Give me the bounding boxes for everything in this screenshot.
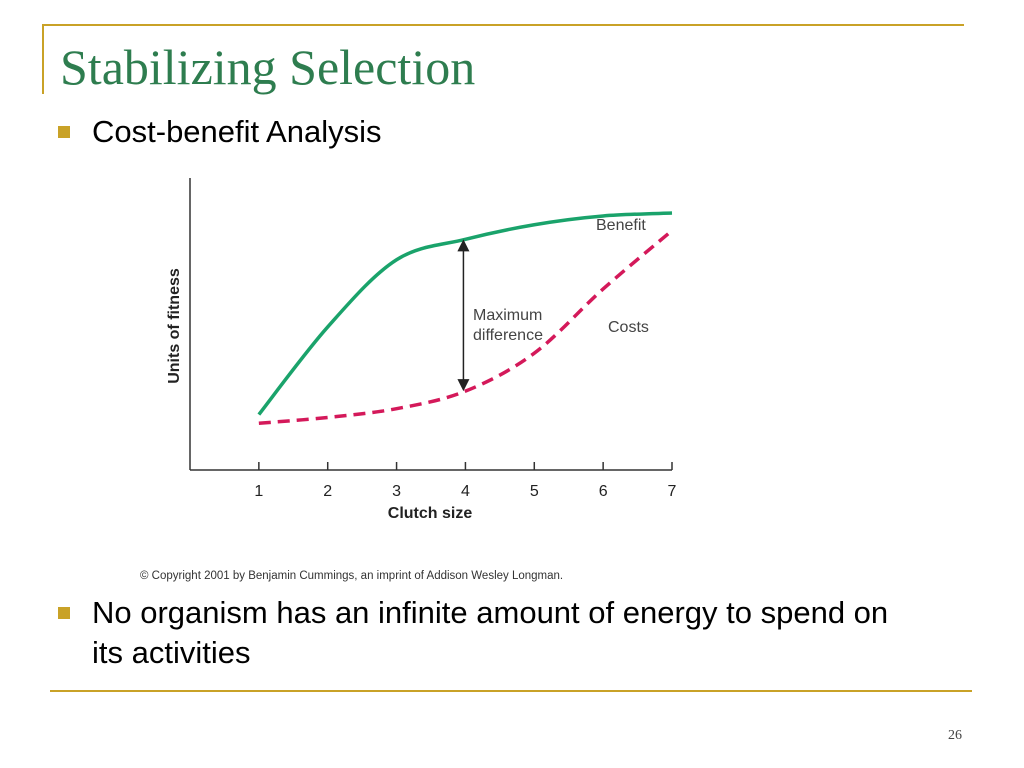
bullet-square-icon [58, 607, 70, 619]
page-number: 26 [948, 728, 962, 743]
frame-left-border [42, 24, 44, 94]
x-axis-label: Clutch size [388, 505, 473, 522]
x-tick-label: 6 [599, 483, 608, 500]
frame-top-border [42, 24, 964, 26]
x-tick-label: 7 [668, 483, 677, 500]
copyright-text: © Copyright 2001 by Benjamin Cummings, a… [140, 570, 563, 582]
x-ticks [258, 462, 673, 470]
footer-rule [50, 690, 972, 692]
x-tick-labels: 1 2 3 4 5 6 7 [254, 483, 676, 500]
bullet-item: No organism has an infinite amount of en… [58, 593, 908, 674]
bullet-item: Cost-benefit Analysis [58, 112, 908, 152]
benefit-series-label: Benefit [596, 217, 646, 234]
bullet-text: No organism has an infinite amount of en… [92, 595, 889, 671]
x-tick-label: 4 [461, 483, 470, 500]
x-tick-label: 2 [323, 483, 332, 500]
annotation-line-1: Maximum [473, 307, 542, 324]
y-axis-label: Units of fitness [166, 268, 183, 384]
bullet-text: Cost-benefit Analysis [92, 114, 382, 149]
slide-title: Stabilizing Selection [60, 39, 476, 95]
x-tick-label: 3 [392, 483, 401, 500]
benefit-series-line [257, 211, 673, 416]
bullet-square-icon [58, 126, 70, 138]
annotation-line-2: difference [473, 327, 543, 344]
x-tick-label: 1 [254, 483, 263, 500]
x-tick-label: 5 [530, 483, 539, 500]
costs-series-label: Costs [608, 319, 649, 336]
